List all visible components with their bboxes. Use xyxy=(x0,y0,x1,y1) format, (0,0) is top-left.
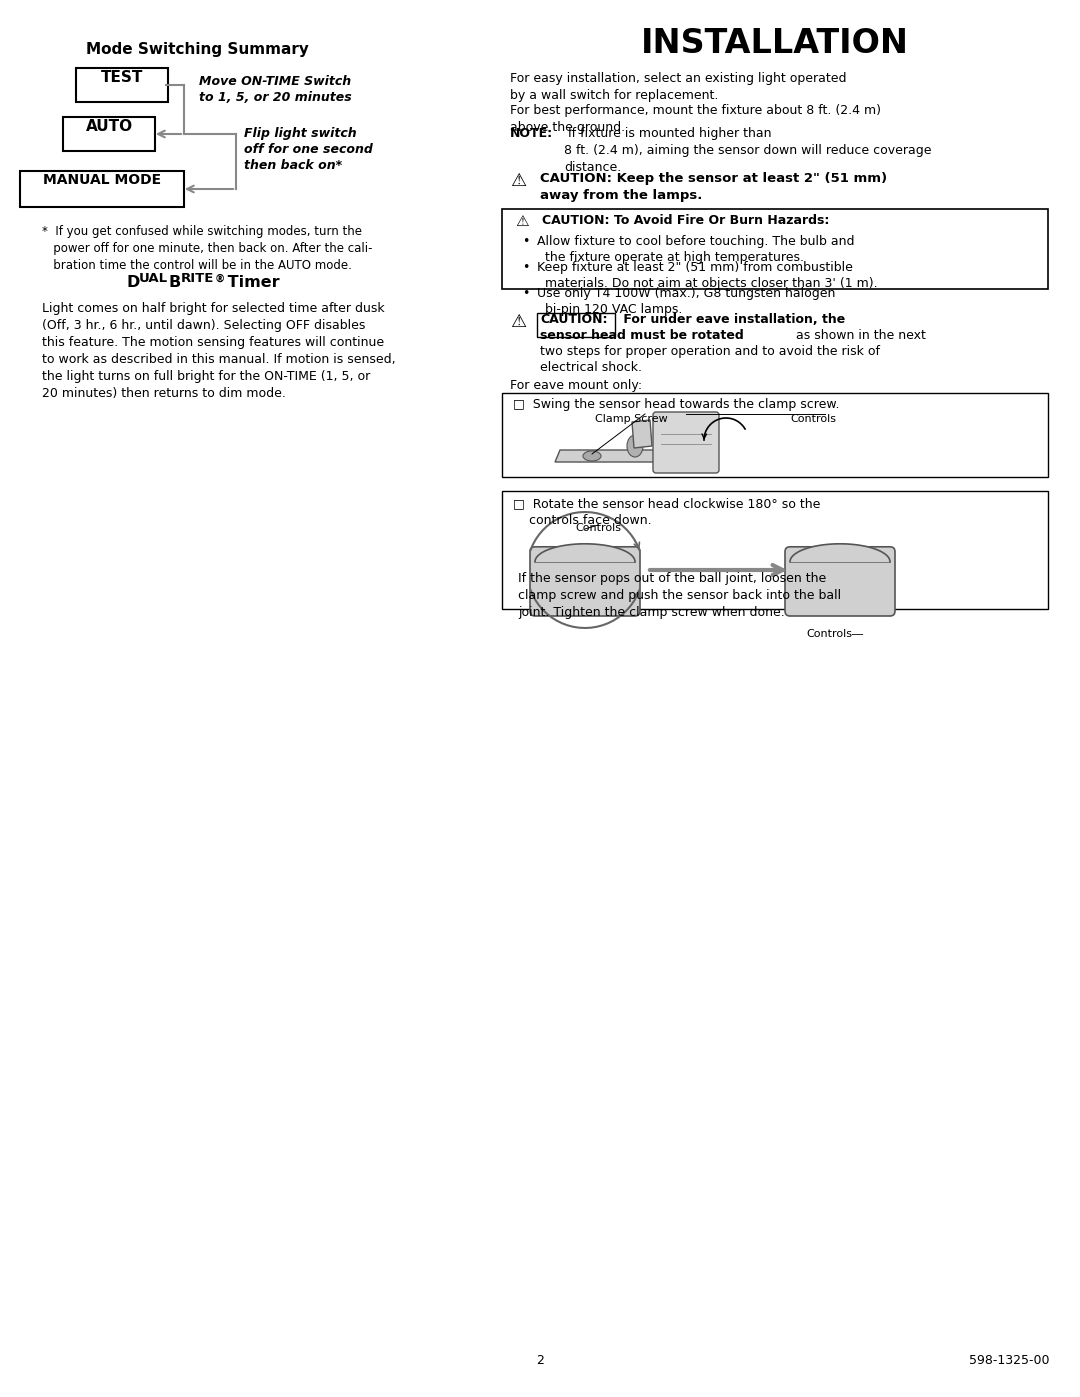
Text: RITE: RITE xyxy=(180,272,214,285)
Polygon shape xyxy=(555,450,665,462)
Text: 2: 2 xyxy=(536,1354,544,1368)
Text: Allow fixture to cool before touching. The bulb and
  the fixture operate at hig: Allow fixture to cool before touching. T… xyxy=(537,235,854,264)
FancyBboxPatch shape xyxy=(21,170,184,207)
Text: D: D xyxy=(127,275,140,291)
Text: as shown in the next: as shown in the next xyxy=(792,330,926,342)
FancyBboxPatch shape xyxy=(76,68,168,102)
Text: Use only T4 100W (max.), G8 tungsten halogen
  bi-pin 120 VAC lamps.: Use only T4 100W (max.), G8 tungsten hal… xyxy=(537,286,835,317)
Text: two steps for proper operation and to avoid the risk of: two steps for proper operation and to av… xyxy=(540,345,880,358)
Text: □  Swing the sensor head towards the clamp screw.: □ Swing the sensor head towards the clam… xyxy=(513,398,839,411)
Text: Controls: Controls xyxy=(575,522,621,534)
Ellipse shape xyxy=(627,434,643,457)
Text: If the sensor pops out of the ball joint, loosen the
clamp screw and push the se: If the sensor pops out of the ball joint… xyxy=(518,571,841,619)
Text: Controls―: Controls― xyxy=(807,629,864,638)
Text: •: • xyxy=(522,286,529,300)
Text: ⚠: ⚠ xyxy=(510,172,526,190)
Text: CAUTION: Keep the sensor at least 2" (51 mm)
away from the lamps.: CAUTION: Keep the sensor at least 2" (51… xyxy=(540,172,887,201)
Text: *  If you get confused while switching modes, turn the
   power off for one minu: * If you get confused while switching mo… xyxy=(42,225,373,272)
Text: Move ON-TIME Switch
to 1, 5, or 20 minutes: Move ON-TIME Switch to 1, 5, or 20 minut… xyxy=(199,75,352,103)
Text: ⚠: ⚠ xyxy=(515,214,528,229)
Text: Keep fixture at least 2" (51 mm) from combustible
  materials. Do not aim at obj: Keep fixture at least 2" (51 mm) from co… xyxy=(537,261,878,291)
FancyBboxPatch shape xyxy=(502,490,1048,609)
Text: For under eave installation, the: For under eave installation, the xyxy=(619,313,846,326)
Text: CAUTION:: CAUTION: xyxy=(540,313,607,326)
Text: □  Rotate the sensor head clockwise 180° so the
    controls face down.: □ Rotate the sensor head clockwise 180° … xyxy=(513,497,821,527)
Text: UAL: UAL xyxy=(138,272,167,285)
Text: Controls: Controls xyxy=(789,414,836,425)
Text: For easy installation, select an existing light operated
by a wall switch for re: For easy installation, select an existin… xyxy=(510,73,847,102)
Text: For best performance, mount the fixture about 8 ft. (2.4 m)
above the ground.: For best performance, mount the fixture … xyxy=(510,103,881,134)
Text: ®: ® xyxy=(215,274,225,284)
Text: TEST: TEST xyxy=(100,70,144,85)
Text: If fixture is mounted higher than
8 ft. (2.4 m), aiming the sensor down will red: If fixture is mounted higher than 8 ft. … xyxy=(564,127,931,175)
Text: electrical shock.: electrical shock. xyxy=(540,360,642,374)
Text: 598-1325-00: 598-1325-00 xyxy=(970,1354,1050,1368)
Text: NOTE:: NOTE: xyxy=(510,127,553,140)
Text: Mode Switching Summary: Mode Switching Summary xyxy=(85,42,309,57)
FancyBboxPatch shape xyxy=(530,546,640,616)
Text: Light comes on half bright for selected time after dusk
(Off, 3 hr., 6 hr., unti: Light comes on half bright for selected … xyxy=(42,302,395,400)
FancyBboxPatch shape xyxy=(63,117,156,151)
Text: ⚠: ⚠ xyxy=(510,313,526,331)
Text: Timer: Timer xyxy=(222,275,280,291)
FancyBboxPatch shape xyxy=(502,393,1048,476)
FancyBboxPatch shape xyxy=(785,546,895,616)
FancyBboxPatch shape xyxy=(502,210,1048,289)
Ellipse shape xyxy=(583,451,600,461)
Text: Clamp Screw: Clamp Screw xyxy=(595,414,667,425)
FancyBboxPatch shape xyxy=(653,412,719,474)
Text: CAUTION: To Avoid Fire Or Burn Hazards:: CAUTION: To Avoid Fire Or Burn Hazards: xyxy=(542,214,829,226)
FancyBboxPatch shape xyxy=(537,313,615,337)
Text: Flip light switch
off for one second
then back on*: Flip light switch off for one second the… xyxy=(244,127,373,172)
Text: sensor head must be rotated: sensor head must be rotated xyxy=(540,330,744,342)
Text: INSTALLATION: INSTALLATION xyxy=(642,27,909,60)
Polygon shape xyxy=(632,420,652,448)
Text: B: B xyxy=(168,275,181,291)
Text: •: • xyxy=(522,235,529,249)
Text: MANUAL MODE: MANUAL MODE xyxy=(43,173,161,187)
Text: AUTO: AUTO xyxy=(85,119,133,134)
Text: For eave mount only:: For eave mount only: xyxy=(510,379,643,393)
Text: •: • xyxy=(522,261,529,274)
